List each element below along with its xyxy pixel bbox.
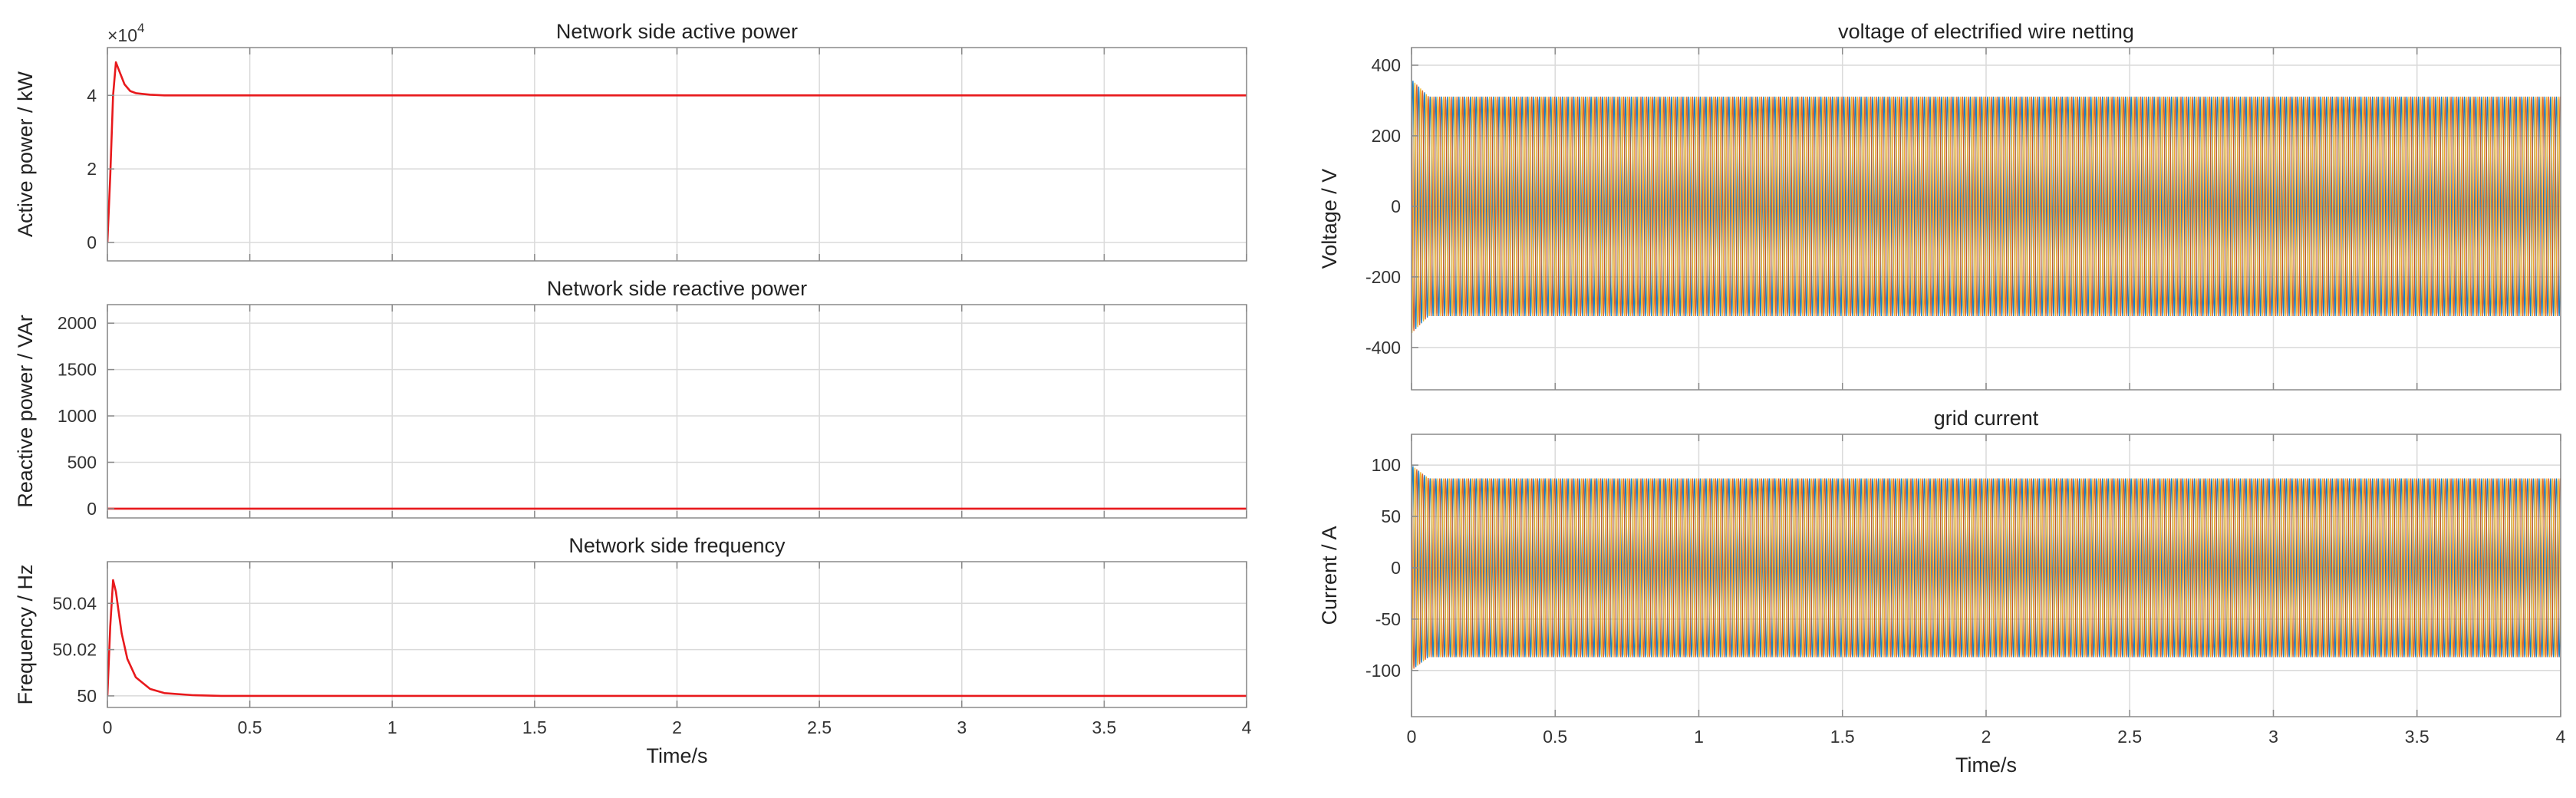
voltage-series-group (1412, 81, 2561, 333)
active-series-group (107, 61, 1247, 243)
frequency-x-axis-label: Time/s (647, 744, 708, 767)
reactive-y-tick-label: 0 (87, 499, 97, 519)
current-y-tick-label: 0 (1391, 558, 1401, 578)
active-y-tick-label: 2 (87, 159, 97, 179)
current-series-group (1412, 466, 2561, 671)
current-x-tick-label: 2.5 (2117, 727, 2142, 747)
reactive-panel: 0 500 1000 1500 2000 Network side reactive po… (14, 277, 1247, 519)
current-x-tick-label: 3 (2268, 727, 2278, 747)
current-x-tick-label: 2 (1981, 727, 1991, 747)
frequency-y-axis-label: Frequency / Hz (14, 564, 37, 704)
frequency-x-tick-label: 0.5 (238, 717, 262, 737)
frequency-x-tick-label: 1.5 (522, 717, 547, 737)
frequency-x-tick-label: 0 (103, 717, 113, 737)
active-series-line (107, 61, 1247, 243)
active-title: Network side active power (556, 20, 798, 43)
voltage-y-tick-label: 200 (1372, 126, 1401, 146)
current-x-axis-label: Time/s (1955, 753, 2017, 777)
voltage-y-axis-label: Voltage / V (1318, 169, 1341, 269)
frequency-x-tick-label: 3.5 (1092, 717, 1116, 737)
current-x-tick-label: 0 (1407, 727, 1417, 747)
voltage-y-tick-label: 0 (1391, 196, 1401, 216)
active-y-tick-label: 4 (87, 85, 97, 105)
current-y-axis-label: Current / A (1318, 526, 1341, 625)
frequency-y-tick-label: 50.04 (52, 593, 97, 613)
current-x-tick-label: 1.5 (1830, 727, 1855, 747)
voltage-title: voltage of electrified wire netting (1838, 20, 2134, 43)
voltage-y-tick-label: -400 (1365, 338, 1401, 358)
voltage-panel: -400 -200 0 200 400 voltage of electrified wi… (1318, 20, 2561, 391)
frequency-y-tick-label: 50.02 (52, 640, 97, 660)
frequency-series-line (107, 579, 1247, 697)
current-series-line (1412, 469, 2561, 669)
active-panel: 0 2 4 ×104 Network side active power Active p… (14, 20, 1247, 262)
current-series-line (1412, 466, 2561, 668)
current-title: grid current (1934, 407, 2039, 430)
reactive-y-tick-label: 1000 (58, 406, 97, 426)
active-y-exponent-label: ×104 (107, 21, 144, 45)
reactive-y-axis-label: Reactive power / VAr (14, 315, 37, 508)
current-x-tick-label: 4 (2556, 727, 2566, 747)
reactive-y-tick-label: 1500 (58, 360, 97, 380)
reactive-y-tick-label: 500 (68, 452, 97, 472)
frequency-x-tick-label: 3 (957, 717, 967, 737)
frequency-x-tick-label: 4 (1242, 717, 1252, 737)
current-panel: 0 0.5 1 1.5 2 2.5 3 3.5 4 -100 -50 0 50 100 grid curre… (1318, 407, 2566, 777)
voltage-series-line (1412, 82, 2561, 333)
voltage-y-tick-label: -200 (1365, 267, 1401, 287)
voltage-y-tick-label: 400 (1372, 55, 1401, 75)
current-x-tick-label: 3.5 (2405, 727, 2429, 747)
active-y-tick-label: 0 (87, 232, 97, 252)
current-y-tick-label: -100 (1365, 661, 1401, 681)
reactive-y-tick-label: 2000 (58, 313, 97, 333)
frequency-series-group (107, 579, 1247, 697)
frequency-x-tick-label: 2 (672, 717, 682, 737)
current-series-line (1412, 467, 2561, 671)
frequency-panel: 0 0.5 1 1.5 2 2.5 3 3.5 4 50 50.02 50.04 Network sid… (14, 534, 1252, 767)
frequency-title: Network side frequency (568, 534, 786, 557)
frequency-y-tick-label: 50 (77, 686, 97, 706)
current-y-tick-label: 100 (1372, 455, 1401, 475)
frequency-x-tick-label: 1 (387, 717, 397, 737)
current-y-tick-label: 50 (1381, 506, 1401, 526)
current-y-tick-label: -50 (1375, 609, 1401, 629)
current-x-tick-label: 0.5 (1543, 727, 1567, 747)
reactive-title: Network side reactive power (547, 277, 807, 300)
current-x-tick-label: 1 (1694, 727, 1704, 747)
frequency-x-tick-label: 2.5 (807, 717, 832, 737)
voltage-series-line (1412, 81, 2561, 329)
voltage-series-line (1412, 84, 2561, 331)
active-y-axis-label: Active power / kW (14, 71, 37, 237)
